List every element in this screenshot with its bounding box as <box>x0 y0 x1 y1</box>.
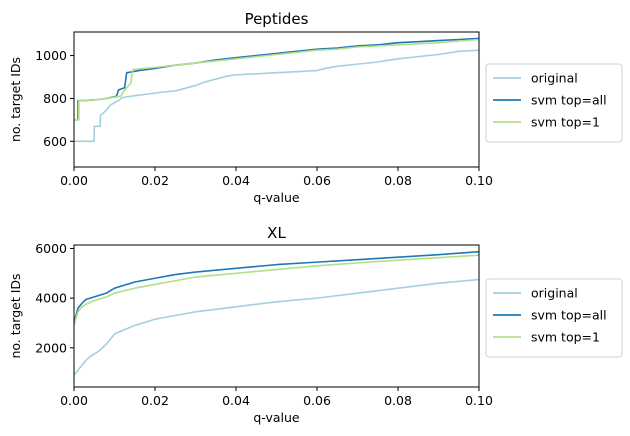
legend: original svm top=all svm top=1 <box>485 63 623 143</box>
series-line-original <box>74 49 479 143</box>
peptides-panel: Peptides 0.00 0.02 0.04 0.06 0.08 0.10 600 800 10… <box>8 10 623 205</box>
legend-entry: original <box>531 71 578 86</box>
x-axis-label: q-value <box>253 410 300 425</box>
y-axis-label: no. target IDs <box>8 57 23 142</box>
xl-panel: XL 0.00 0.02 0.04 0.06 0.08 0.10 2000 4000 6000 q-… <box>8 224 623 425</box>
legend: original svm top=all svm top=1 <box>485 278 623 358</box>
chart-title: XL <box>267 224 286 242</box>
x-tick-label: 0.06 <box>303 173 331 188</box>
x-tick-label: 0.08 <box>384 393 412 408</box>
x-tick-label: 0.02 <box>141 393 169 408</box>
legend-entry: original <box>531 286 578 301</box>
x-tick-label: 0.10 <box>465 173 493 188</box>
x-axis-label: q-value <box>253 190 300 205</box>
axes-frame <box>73 244 480 388</box>
series-line-svm-top-1 <box>74 254 479 326</box>
y-tick-label: 1000 <box>35 48 67 63</box>
chart-title: Peptides <box>245 10 309 28</box>
series-line-svm-top-1 <box>74 38 479 121</box>
x-tick-label: 0.06 <box>303 393 331 408</box>
legend-entry: svm top=1 <box>531 115 600 130</box>
x-tick-label: 0.08 <box>384 173 412 188</box>
x-tick-label: 0.00 <box>60 393 88 408</box>
y-tick-label: 600 <box>43 134 67 149</box>
legend-entry: svm top=all <box>531 308 607 323</box>
x-tick-label: 0.04 <box>222 173 250 188</box>
x-tick-label: 0.02 <box>141 173 169 188</box>
series-group <box>74 250 479 376</box>
x-tick-label: 0.00 <box>60 173 88 188</box>
legend-entry: svm top=1 <box>531 330 600 345</box>
series-line-original <box>74 278 479 376</box>
series-line-svm-top-all <box>74 250 479 324</box>
y-tick-label: 800 <box>43 91 67 106</box>
series-group <box>74 37 479 143</box>
y-tick-label: 6000 <box>35 241 67 256</box>
axes-frame <box>73 31 480 168</box>
y-axis-label: no. target IDs <box>8 273 23 358</box>
x-tick-label: 0.10 <box>465 393 493 408</box>
x-tick-label: 0.04 <box>222 393 250 408</box>
y-tick-label: 4000 <box>35 291 67 306</box>
y-tick-label: 2000 <box>35 340 67 355</box>
legend-entry: svm top=all <box>531 93 607 108</box>
